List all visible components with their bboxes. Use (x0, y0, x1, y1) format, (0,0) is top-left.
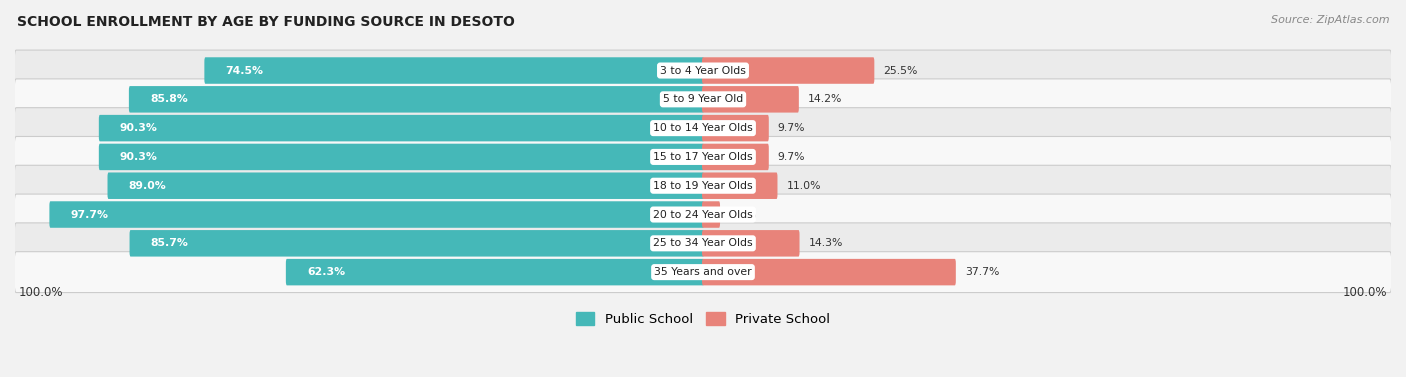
FancyBboxPatch shape (129, 86, 704, 113)
Text: 90.3%: 90.3% (120, 152, 157, 162)
FancyBboxPatch shape (14, 79, 1392, 120)
Legend: Public School, Private School: Public School, Private School (571, 307, 835, 331)
Text: 14.2%: 14.2% (808, 94, 842, 104)
Text: 89.0%: 89.0% (128, 181, 166, 191)
FancyBboxPatch shape (98, 115, 704, 141)
Text: 15 to 17 Year Olds: 15 to 17 Year Olds (654, 152, 752, 162)
Text: Source: ZipAtlas.com: Source: ZipAtlas.com (1271, 15, 1389, 25)
FancyBboxPatch shape (107, 173, 704, 199)
FancyBboxPatch shape (702, 173, 778, 199)
Text: 18 to 19 Year Olds: 18 to 19 Year Olds (654, 181, 752, 191)
FancyBboxPatch shape (702, 115, 769, 141)
FancyBboxPatch shape (14, 50, 1392, 91)
Text: 3 to 4 Year Olds: 3 to 4 Year Olds (659, 66, 747, 75)
FancyBboxPatch shape (14, 223, 1392, 264)
Text: 90.3%: 90.3% (120, 123, 157, 133)
FancyBboxPatch shape (285, 259, 704, 285)
Text: 11.0%: 11.0% (786, 181, 821, 191)
Text: 100.0%: 100.0% (18, 287, 63, 299)
FancyBboxPatch shape (49, 201, 704, 228)
Text: 20 to 24 Year Olds: 20 to 24 Year Olds (654, 210, 752, 219)
FancyBboxPatch shape (14, 165, 1392, 206)
Text: 37.7%: 37.7% (965, 267, 1000, 277)
FancyBboxPatch shape (702, 230, 800, 257)
FancyBboxPatch shape (14, 194, 1392, 235)
Text: 100.0%: 100.0% (1343, 287, 1388, 299)
Text: 85.7%: 85.7% (150, 238, 188, 248)
FancyBboxPatch shape (702, 144, 769, 170)
Text: 62.3%: 62.3% (307, 267, 344, 277)
Text: 2.4%: 2.4% (730, 210, 756, 219)
FancyBboxPatch shape (14, 108, 1392, 149)
Text: 85.8%: 85.8% (150, 94, 187, 104)
Text: 97.7%: 97.7% (70, 210, 108, 219)
FancyBboxPatch shape (702, 259, 956, 285)
FancyBboxPatch shape (702, 57, 875, 84)
Text: 9.7%: 9.7% (778, 123, 806, 133)
Text: 5 to 9 Year Old: 5 to 9 Year Old (662, 94, 744, 104)
FancyBboxPatch shape (702, 201, 720, 228)
FancyBboxPatch shape (14, 252, 1392, 293)
FancyBboxPatch shape (98, 144, 704, 170)
Text: 9.7%: 9.7% (778, 152, 806, 162)
Text: 74.5%: 74.5% (225, 66, 263, 75)
Text: 35 Years and over: 35 Years and over (654, 267, 752, 277)
Text: SCHOOL ENROLLMENT BY AGE BY FUNDING SOURCE IN DESOTO: SCHOOL ENROLLMENT BY AGE BY FUNDING SOUR… (17, 15, 515, 29)
FancyBboxPatch shape (129, 230, 704, 257)
Text: 14.3%: 14.3% (808, 238, 844, 248)
Text: 25.5%: 25.5% (883, 66, 918, 75)
Text: 10 to 14 Year Olds: 10 to 14 Year Olds (654, 123, 752, 133)
FancyBboxPatch shape (204, 57, 704, 84)
FancyBboxPatch shape (14, 136, 1392, 177)
FancyBboxPatch shape (702, 86, 799, 113)
Text: 25 to 34 Year Olds: 25 to 34 Year Olds (654, 238, 752, 248)
